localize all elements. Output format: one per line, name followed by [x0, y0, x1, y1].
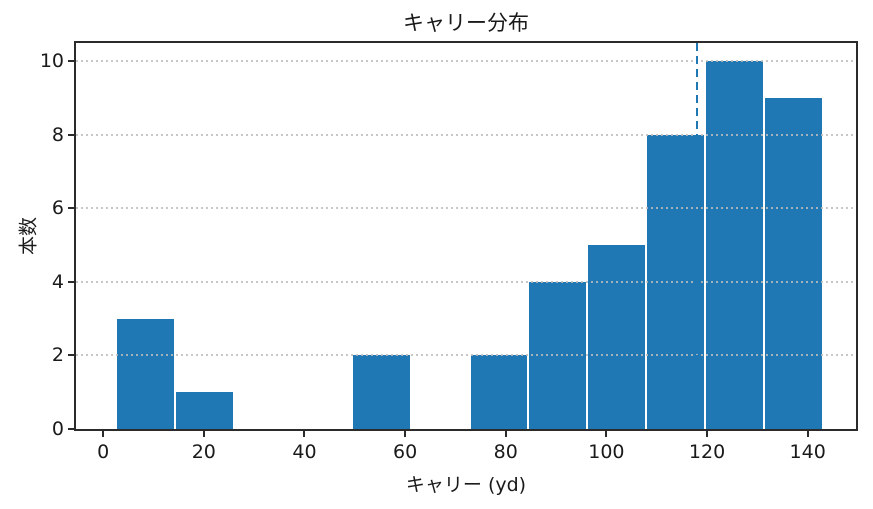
y-tick [68, 280, 74, 283]
x-axis-label: キャリー (yd) [405, 474, 527, 496]
histogram-bar [116, 318, 176, 429]
x-tick-label: 80 [493, 441, 518, 463]
y-tick [68, 207, 74, 210]
gridline [76, 280, 856, 283]
y-tick-label: 2 [51, 344, 64, 367]
histogram-bar [351, 355, 411, 429]
x-tick-label: 0 [97, 441, 110, 463]
x-tick-label: 60 [393, 441, 418, 463]
x-tick-label: 120 [688, 441, 726, 463]
x-tick [605, 431, 608, 437]
x-tick [303, 431, 306, 437]
grid-layer [76, 43, 856, 429]
x-tick [504, 431, 507, 437]
histogram-bar [469, 355, 529, 429]
y-tick [68, 60, 74, 63]
x-tick-label: 100 [588, 441, 625, 463]
y-tick [68, 428, 74, 430]
gridline [76, 133, 856, 136]
y-tick [68, 133, 74, 136]
x-tick [102, 431, 105, 437]
y-tick-label: 10 [39, 50, 64, 73]
y-tick-label: 8 [51, 123, 64, 146]
annotation-layer [76, 43, 856, 429]
y-tick [68, 354, 74, 357]
y-tick-label: 0 [51, 418, 64, 440]
x-tick [706, 431, 709, 437]
x-tick-label: 40 [292, 441, 317, 463]
chart-title: キャリー分布 [403, 11, 529, 35]
histogram-bar [175, 392, 234, 429]
histogram-bar [705, 61, 764, 429]
gridline [76, 354, 856, 357]
gridline [76, 207, 856, 210]
x-tick [202, 431, 205, 437]
y-tick-label: 6 [51, 197, 64, 220]
histogram-bar [763, 98, 823, 429]
y-axis-label: 本数 [17, 216, 40, 256]
x-tick [404, 431, 407, 437]
mean-dashed-line [695, 43, 699, 429]
x-tick [806, 431, 809, 437]
histogram-bar [587, 245, 647, 429]
plot-area [74, 41, 858, 431]
gridline [76, 60, 856, 63]
y-tick-label: 4 [51, 270, 64, 293]
x-tick-label: 20 [191, 441, 216, 463]
x-tick-label: 140 [789, 441, 826, 463]
